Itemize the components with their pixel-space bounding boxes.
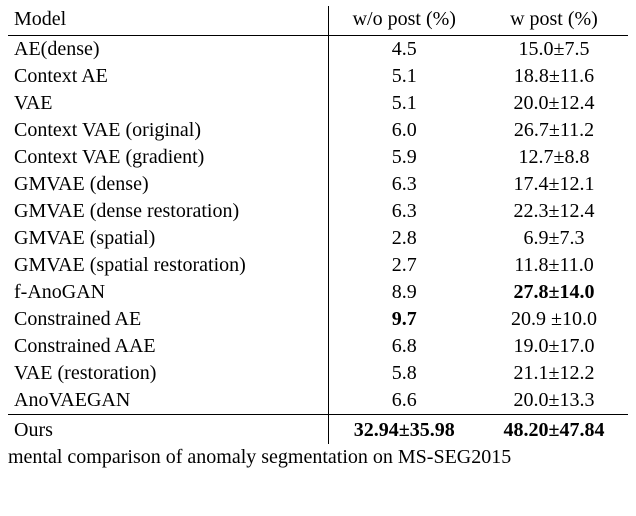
cell-wp: 17.4±12.1: [480, 171, 628, 198]
cell-wop: 5.1: [328, 63, 480, 90]
cell-wop: 6.3: [328, 198, 480, 225]
table-container: Model w/o post (%) w post (%) AE(dense)4…: [0, 0, 636, 516]
cell-model: Constrained AE: [8, 306, 328, 333]
header-wp: w post (%): [480, 6, 628, 36]
cell-model: GMVAE (dense restoration): [8, 198, 328, 225]
cell-wop: 2.7: [328, 252, 480, 279]
header-wop: w/o post (%): [328, 6, 480, 36]
table-body: AE(dense)4.515.0±7.5Context AE5.118.8±11…: [8, 36, 628, 445]
cell-wop: 32.94±35.98: [328, 415, 480, 445]
cell-wp: 48.20±47.84: [480, 415, 628, 445]
cell-wop: 2.8: [328, 225, 480, 252]
cell-wop: 5.8: [328, 360, 480, 387]
cell-wp: 6.9±7.3: [480, 225, 628, 252]
table-row: AE(dense)4.515.0±7.5: [8, 36, 628, 64]
header-row: Model w/o post (%) w post (%): [8, 6, 628, 36]
table-row: Constrained AAE6.819.0±17.0: [8, 333, 628, 360]
cell-model: Context VAE (original): [8, 117, 328, 144]
table-row: VAE5.120.0±12.4: [8, 90, 628, 117]
cell-wop: 8.9: [328, 279, 480, 306]
cell-wop: 6.0: [328, 117, 480, 144]
cell-wop: 5.1: [328, 90, 480, 117]
table-row-ours: Ours32.94±35.9848.20±47.84: [8, 415, 628, 445]
header-model-text: Model: [14, 8, 66, 30]
table-row: Context VAE (gradient)5.912.7±8.8: [8, 144, 628, 171]
cell-model: VAE: [8, 90, 328, 117]
table-row: GMVAE (dense restoration)6.322.3±12.4: [8, 198, 628, 225]
cell-model: GMVAE (dense): [8, 171, 328, 198]
cell-wp: 12.7±8.8: [480, 144, 628, 171]
table-row: GMVAE (dense)6.317.4±12.1: [8, 171, 628, 198]
cell-model: AE(dense): [8, 36, 328, 64]
cell-wp: 11.8±11.0: [480, 252, 628, 279]
table-row: Context AE5.118.8±11.6: [8, 63, 628, 90]
cell-wop: 6.8: [328, 333, 480, 360]
cell-wp: 26.7±11.2: [480, 117, 628, 144]
cell-wp: 22.3±12.4: [480, 198, 628, 225]
cell-wop: 6.3: [328, 171, 480, 198]
cell-model: f-AnoGAN: [8, 279, 328, 306]
table-caption: mental comparison of anomaly segmentatio…: [8, 444, 628, 469]
cell-wp: 20.0±13.3: [480, 387, 628, 415]
table-row: VAE (restoration)5.821.1±12.2: [8, 360, 628, 387]
cell-model: Context VAE (gradient): [8, 144, 328, 171]
cell-model: Ours: [8, 415, 328, 445]
table-row: f-AnoGAN8.927.8±14.0: [8, 279, 628, 306]
table-row: Context VAE (original)6.026.7±11.2: [8, 117, 628, 144]
cell-model: VAE (restoration): [8, 360, 328, 387]
table-row: Constrained AE9.720.9 ±10.0: [8, 306, 628, 333]
cell-model: Constrained AAE: [8, 333, 328, 360]
header-model: Model: [8, 6, 328, 36]
cell-wp: 21.1±12.2: [480, 360, 628, 387]
results-table: Model w/o post (%) w post (%) AE(dense)4…: [8, 6, 628, 444]
header-wp-text: w post (%): [510, 8, 598, 30]
cell-wp: 27.8±14.0: [480, 279, 628, 306]
cell-model: Context AE: [8, 63, 328, 90]
cell-wop: 9.7: [328, 306, 480, 333]
header-wop-text: w/o post (%): [353, 8, 456, 30]
cell-wp: 19.0±17.0: [480, 333, 628, 360]
cell-model: GMVAE (spatial restoration): [8, 252, 328, 279]
cell-wp: 15.0±7.5: [480, 36, 628, 64]
cell-model: AnoVAEGAN: [8, 387, 328, 415]
cell-wp: 18.8±11.6: [480, 63, 628, 90]
table-row: GMVAE (spatial)2.86.9±7.3: [8, 225, 628, 252]
cell-wp: 20.0±12.4: [480, 90, 628, 117]
cell-wop: 4.5: [328, 36, 480, 64]
table-row: GMVAE (spatial restoration)2.711.8±11.0: [8, 252, 628, 279]
cell-model: GMVAE (spatial): [8, 225, 328, 252]
cell-wop: 6.6: [328, 387, 480, 415]
cell-wop: 5.9: [328, 144, 480, 171]
table-row: AnoVAEGAN6.620.0±13.3: [8, 387, 628, 415]
cell-wp: 20.9 ±10.0: [480, 306, 628, 333]
